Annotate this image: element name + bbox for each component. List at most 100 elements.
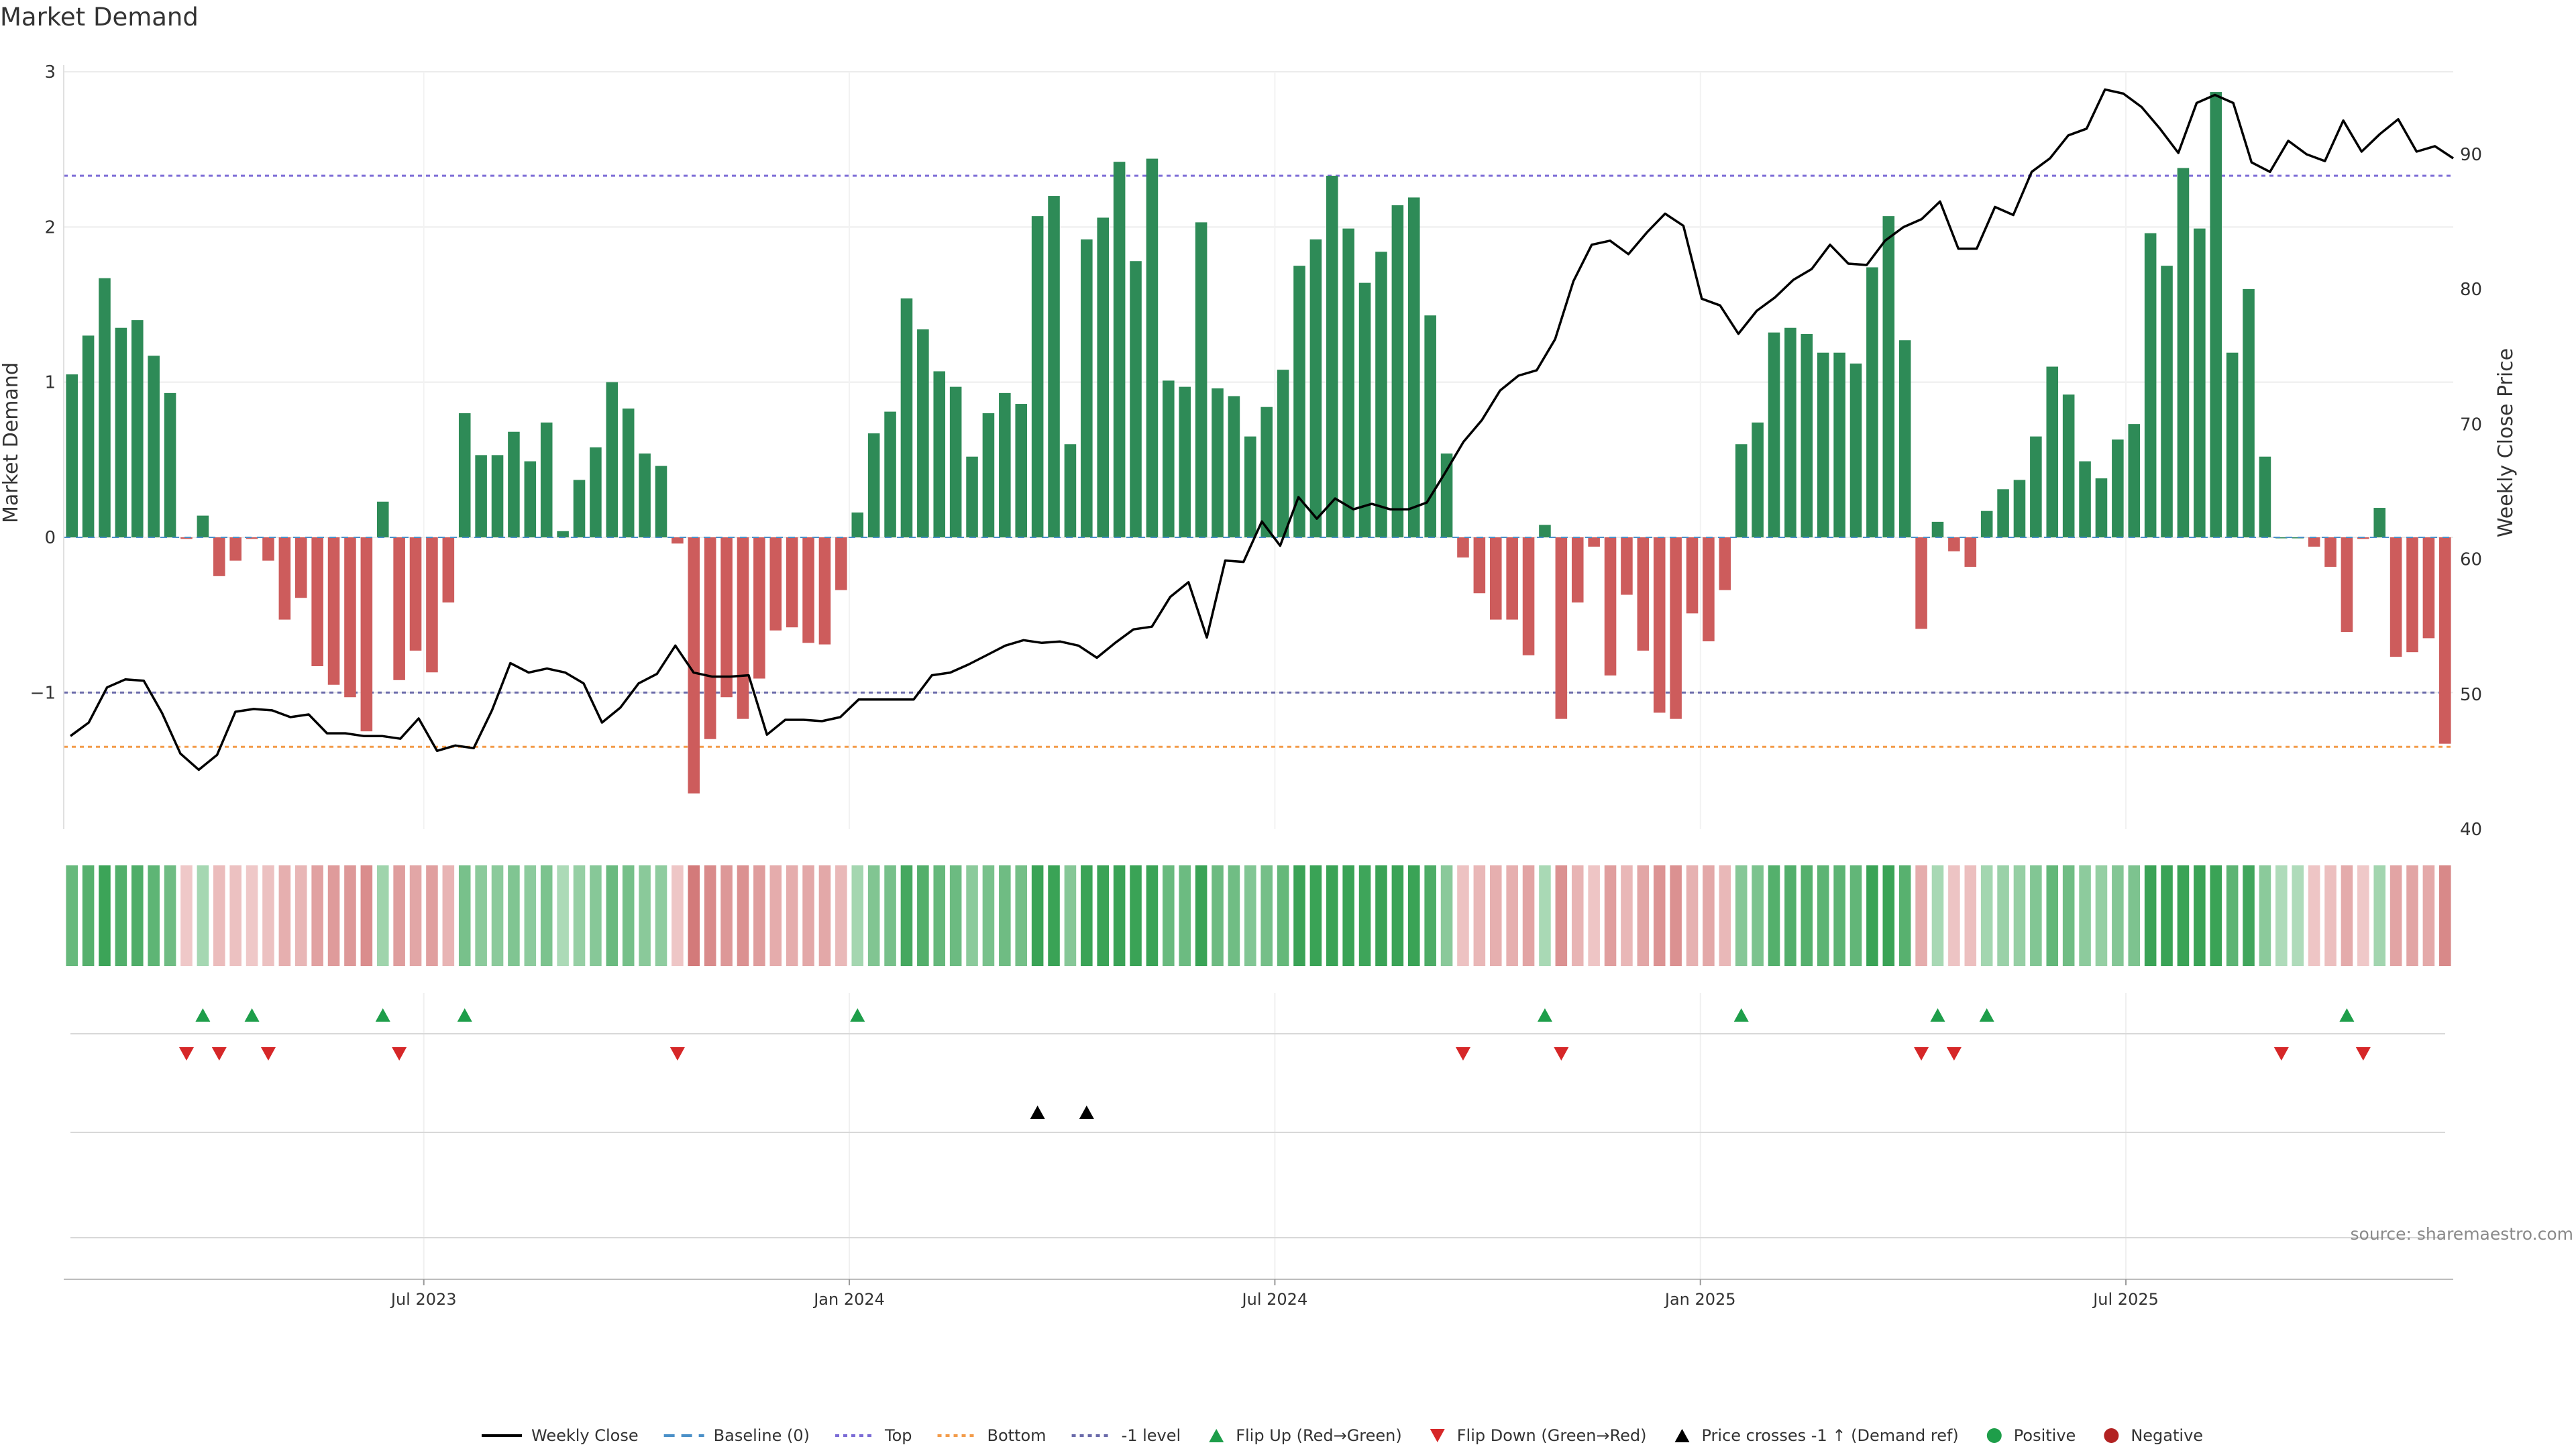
heat-cell bbox=[2194, 865, 2206, 966]
heat-cell bbox=[1407, 865, 1420, 966]
legend-item-flip_up: Flip Up (Red→Green) bbox=[1209, 1426, 1402, 1445]
demand-bar bbox=[393, 537, 405, 680]
heat-cell bbox=[2259, 865, 2271, 966]
heat-cell bbox=[1146, 865, 1159, 966]
demand-bar bbox=[115, 327, 127, 537]
demand-bar bbox=[573, 480, 586, 537]
demand-bar bbox=[164, 392, 176, 537]
demand-bar bbox=[1293, 266, 1305, 537]
demand-bar bbox=[2013, 480, 2026, 537]
demand-bar bbox=[1130, 261, 1142, 537]
demand-bar bbox=[1048, 196, 1060, 537]
heat-cell bbox=[360, 865, 373, 966]
demand-bar bbox=[1375, 252, 1387, 537]
demand-bar bbox=[1719, 537, 1731, 590]
heat-cell bbox=[1817, 865, 1829, 966]
legend-item-bottom: Bottom bbox=[937, 1426, 1046, 1445]
demand-bar bbox=[622, 408, 635, 537]
left-tick-label: 0 bbox=[44, 528, 56, 548]
left-tick-label: −1 bbox=[30, 683, 56, 703]
demand-bar bbox=[1588, 537, 1600, 547]
heat-cell bbox=[262, 865, 274, 966]
demand-bar bbox=[1866, 267, 1878, 537]
heat-cell bbox=[164, 865, 176, 966]
heat-cell bbox=[704, 865, 716, 966]
demand-bar bbox=[949, 386, 962, 537]
event-markers bbox=[64, 1008, 2453, 1280]
heat-cell bbox=[573, 865, 586, 966]
demand-bar bbox=[99, 278, 111, 537]
demand-bar bbox=[1833, 352, 1845, 537]
heat-cell bbox=[1898, 865, 1911, 966]
demand-bar bbox=[2259, 456, 2271, 537]
heat-cell bbox=[2341, 865, 2353, 966]
heat-cell bbox=[1260, 865, 1273, 966]
demand-bar bbox=[360, 537, 373, 732]
demand-bar bbox=[753, 537, 765, 679]
demand-bar bbox=[1898, 340, 1911, 537]
demand-bar bbox=[131, 320, 144, 537]
heat-cell bbox=[1768, 865, 1780, 966]
heat-cell bbox=[1031, 865, 1044, 966]
flip-up-marker bbox=[1930, 1008, 1945, 1022]
legend-label: Baseline (0) bbox=[714, 1426, 810, 1445]
legend-label: Positive bbox=[2014, 1426, 2076, 1445]
heat-cell bbox=[1522, 865, 1535, 966]
heat-cell bbox=[1719, 865, 1731, 966]
heat-cell bbox=[672, 865, 684, 966]
heat-cell bbox=[1048, 865, 1060, 966]
heat-cell bbox=[508, 865, 520, 966]
heat-cell bbox=[917, 865, 929, 966]
demand-bar bbox=[1849, 363, 1862, 537]
demand-bar bbox=[1735, 444, 1748, 537]
demand-bar bbox=[2357, 537, 2369, 539]
demand-bar bbox=[1882, 216, 1895, 537]
right-tick-label: 40 bbox=[2460, 820, 2482, 840]
legend-label: Negative bbox=[2131, 1426, 2203, 1445]
demand-bar bbox=[818, 537, 831, 645]
price-cross-marker bbox=[1030, 1106, 1045, 1119]
legend-swatch bbox=[1430, 1429, 1445, 1442]
heat-cell bbox=[1686, 865, 1699, 966]
heat-cell bbox=[818, 865, 831, 966]
heat-cell bbox=[2275, 865, 2288, 966]
legend-item-top: Top bbox=[835, 1426, 912, 1445]
heat-cell bbox=[1735, 865, 1748, 966]
demand-bar bbox=[1260, 407, 1273, 537]
heat-cell bbox=[1228, 865, 1240, 966]
demand-bar bbox=[672, 537, 684, 544]
x-tick-label: Jul 2025 bbox=[2092, 1290, 2159, 1309]
left-tick-label: 1 bbox=[44, 373, 56, 393]
demand-bar bbox=[802, 537, 814, 643]
heat-cell bbox=[1571, 865, 1584, 966]
demand-bar bbox=[606, 382, 619, 537]
flip-up-marker bbox=[244, 1008, 260, 1022]
demand-bar bbox=[1113, 162, 1126, 537]
demand-bar bbox=[1784, 327, 1796, 537]
source-note: source: sharemaestro.com bbox=[2351, 1224, 2574, 1244]
price-cross-marker bbox=[1079, 1106, 1094, 1119]
heat-cell bbox=[2406, 865, 2418, 966]
demand-bar bbox=[1309, 239, 1322, 537]
heat-cell bbox=[1212, 865, 1224, 966]
right-tick-label: 70 bbox=[2460, 415, 2482, 435]
demand-bar bbox=[1424, 315, 1436, 537]
heat-cell bbox=[1670, 865, 1682, 966]
heat-cell bbox=[999, 865, 1011, 966]
heat-cell bbox=[1244, 865, 1256, 966]
x-tick-label: Jan 2024 bbox=[812, 1290, 885, 1309]
heat-cell bbox=[2161, 865, 2173, 966]
demand-bar bbox=[1391, 205, 1404, 537]
heat-cell bbox=[1391, 865, 1404, 966]
heat-cell bbox=[1784, 865, 1796, 966]
heat-cell bbox=[557, 865, 569, 966]
heat-cell bbox=[606, 865, 619, 966]
legend-item-cross: Price crosses -1 ↑ (Demand ref) bbox=[1674, 1426, 1959, 1445]
demand-bar bbox=[1473, 537, 1486, 594]
heat-cell bbox=[1506, 865, 1518, 966]
demand-bar bbox=[1980, 511, 1993, 537]
demand-bar bbox=[2275, 537, 2288, 539]
legend-swatch bbox=[1209, 1429, 1224, 1442]
legend-swatch bbox=[2104, 1428, 2119, 1443]
